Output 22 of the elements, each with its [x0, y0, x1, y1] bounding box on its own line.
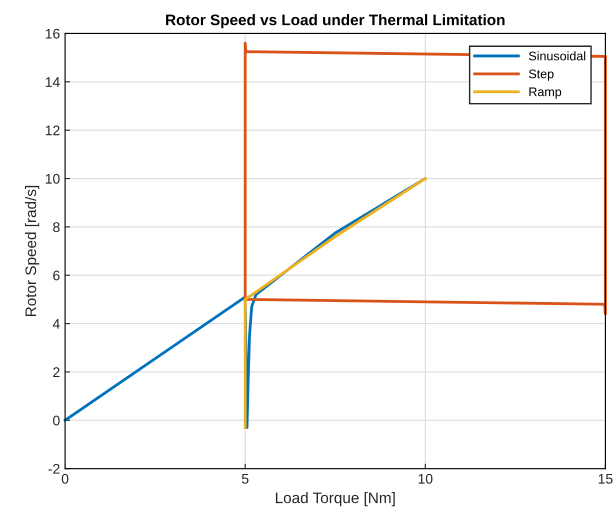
y-tick-label: 0 — [53, 416, 60, 426]
x-tick-label: 10 — [418, 474, 432, 484]
chart-title: Rotor Speed vs Load under Thermal Limitation — [166, 14, 505, 28]
y-tick-label: 8 — [53, 222, 60, 232]
y-tick-label: 12 — [46, 126, 60, 136]
y-tick-label: 10 — [46, 174, 60, 184]
legend-label: Sinusoidal — [528, 51, 586, 60]
legend-label: Ramp — [529, 88, 562, 99]
line-series — [244, 42, 607, 316]
x-tick-label: 15 — [598, 474, 613, 484]
x-axis-title: Load Torque [Nm] — [276, 492, 395, 506]
y-tick-label: 14 — [46, 77, 60, 87]
line-series — [244, 177, 427, 429]
y-tick-label: 6 — [53, 270, 60, 280]
y-tick-label: 4 — [52, 319, 60, 329]
y-tick-label: 2 — [53, 367, 60, 377]
x-tick-label: 5 — [242, 474, 248, 484]
y-tick-label: 16 — [46, 28, 60, 39]
legend-label: Step — [528, 69, 554, 81]
y-axis-title: Rotor Speed [rad/s] — [24, 186, 40, 316]
x-tick-label: 0 — [62, 474, 68, 484]
y-tick-label: -2 — [48, 464, 60, 474]
